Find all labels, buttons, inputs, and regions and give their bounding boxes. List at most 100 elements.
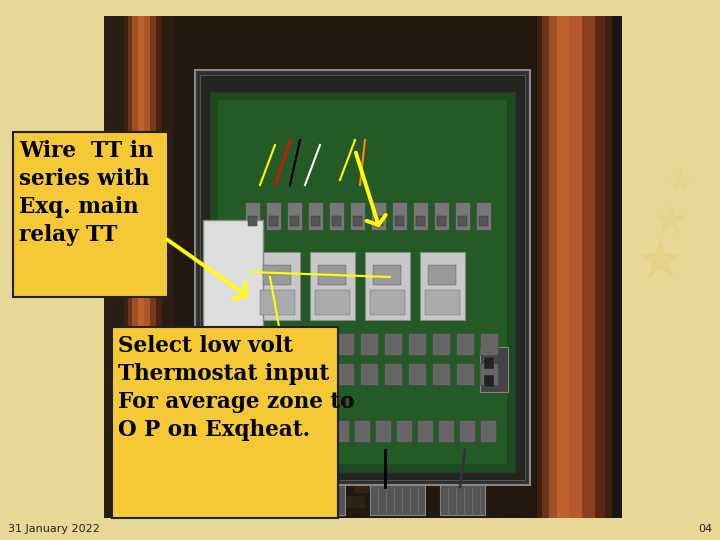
Bar — [384, 333, 402, 355]
Bar — [416, 216, 425, 226]
Bar — [264, 363, 282, 385]
Bar — [365, 252, 410, 320]
Bar — [228, 420, 244, 442]
Bar — [290, 485, 345, 515]
Bar — [310, 252, 355, 320]
Bar — [432, 333, 450, 355]
Bar — [312, 363, 330, 385]
Bar — [459, 420, 475, 442]
Bar — [332, 216, 341, 226]
Bar — [440, 485, 485, 515]
Bar — [420, 252, 465, 320]
Text: Wire  TT in
series with
Exq. main
relay TT: Wire TT in series with Exq. main relay T… — [19, 140, 153, 246]
Bar — [360, 363, 378, 385]
Bar — [408, 333, 426, 355]
Bar — [437, 216, 446, 226]
Bar — [203, 220, 263, 340]
Bar — [279, 476, 299, 493]
Bar — [408, 363, 426, 385]
Bar — [456, 333, 474, 355]
Bar — [542, 16, 612, 518]
Bar — [156, 16, 162, 518]
Bar — [218, 100, 507, 464]
Point — [674, 176, 685, 184]
Bar — [128, 16, 162, 518]
Bar — [263, 265, 291, 285]
Bar — [371, 202, 386, 230]
Bar — [392, 202, 407, 230]
Bar — [195, 70, 530, 485]
Bar — [333, 420, 349, 442]
Bar — [480, 363, 498, 385]
Bar — [204, 476, 232, 493]
Bar — [210, 92, 515, 472]
Bar — [360, 333, 378, 355]
Bar — [396, 420, 412, 442]
Bar — [480, 420, 496, 442]
Point — [665, 215, 676, 224]
Text: Select low volt
Thermostat input
For average zone to
O P on Exqheat.: Select low volt Thermostat input For ave… — [117, 335, 354, 441]
Bar — [200, 75, 525, 480]
Bar — [104, 16, 179, 518]
Bar — [132, 16, 162, 518]
Bar — [104, 16, 622, 518]
Text: 04: 04 — [698, 524, 712, 534]
Bar — [438, 420, 454, 442]
Bar — [370, 290, 405, 315]
Bar — [480, 333, 498, 355]
Bar — [455, 202, 470, 230]
Bar — [144, 16, 162, 518]
Bar — [336, 363, 354, 385]
Point — [44, 176, 55, 184]
Bar — [312, 420, 328, 442]
Bar — [124, 16, 162, 518]
Bar — [434, 202, 449, 230]
Bar — [425, 290, 460, 315]
Bar — [255, 252, 300, 320]
Bar — [354, 476, 398, 493]
Bar — [595, 16, 612, 518]
Bar — [266, 202, 281, 230]
Bar — [479, 216, 488, 226]
Bar — [350, 202, 365, 230]
Bar — [336, 333, 354, 355]
Bar — [269, 216, 278, 226]
Bar — [456, 363, 474, 385]
Bar — [288, 333, 306, 355]
Bar — [395, 216, 404, 226]
Bar — [229, 456, 265, 478]
Bar — [245, 202, 260, 230]
Bar — [375, 420, 391, 442]
Bar — [373, 265, 401, 285]
Text: 31 January 2022: 31 January 2022 — [8, 524, 100, 534]
Bar — [374, 216, 383, 226]
Bar — [290, 216, 299, 226]
Bar — [150, 16, 162, 518]
Bar — [480, 347, 508, 392]
Bar — [291, 420, 307, 442]
Bar — [384, 363, 402, 385]
Bar — [248, 216, 257, 226]
Bar — [484, 357, 494, 369]
Bar — [582, 16, 612, 518]
Bar — [549, 16, 612, 518]
Bar — [557, 16, 612, 518]
Bar — [249, 420, 265, 442]
Bar — [413, 202, 428, 230]
Bar — [240, 363, 258, 385]
Bar — [260, 290, 295, 315]
Bar — [569, 16, 612, 518]
Bar — [287, 202, 302, 230]
Bar — [179, 496, 199, 508]
Bar — [240, 333, 258, 355]
Bar — [432, 363, 450, 385]
Bar — [264, 333, 282, 355]
Bar — [315, 290, 350, 315]
Bar — [13, 132, 168, 297]
Bar — [112, 327, 338, 518]
Bar — [417, 420, 433, 442]
Bar — [353, 216, 362, 226]
Bar — [288, 363, 306, 385]
Bar — [329, 202, 344, 230]
Bar — [308, 202, 323, 230]
